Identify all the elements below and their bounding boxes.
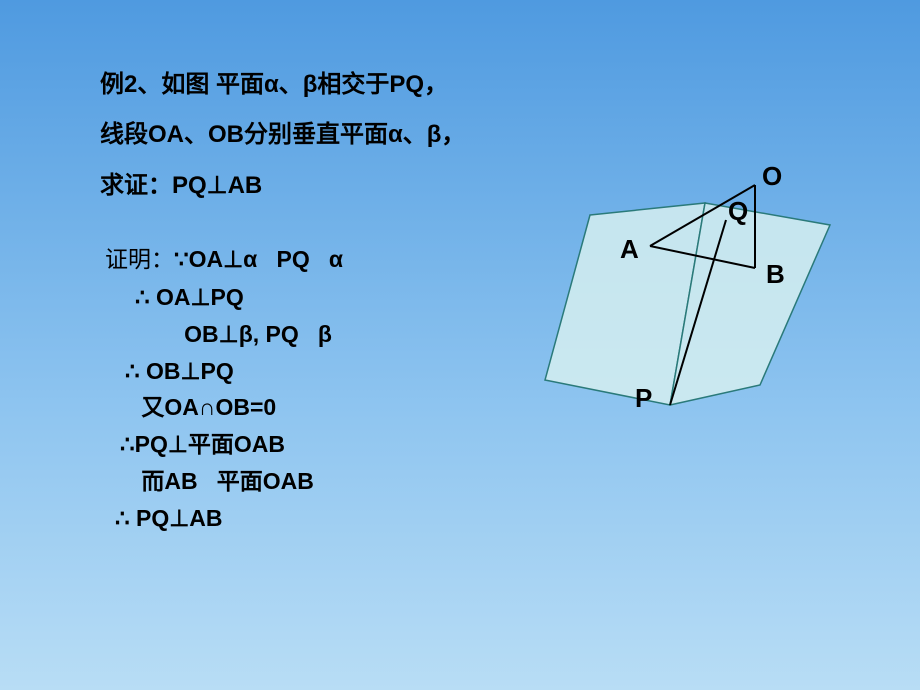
problem-line-1: 例2、如图 平面α、β相交于PQ， <box>100 60 840 110</box>
proof-line-8: ∴ PQ⊥AB <box>105 500 840 537</box>
svg-text:Q: Q <box>728 196 748 226</box>
proof-line-7: 而AB 平面OAB <box>105 463 840 500</box>
svg-text:O: O <box>762 161 782 191</box>
geometry-diagram: OQ A B P <box>540 155 860 455</box>
problem-line-2: 线段OA、OB分别垂直平面α、β， <box>100 110 840 160</box>
proof-label: 证明： <box>105 247 174 272</box>
diagram-svg: OQ A B P <box>540 155 860 455</box>
svg-text:A: A <box>620 234 639 264</box>
svg-text:B: B <box>766 259 785 289</box>
svg-text:P: P <box>635 383 652 413</box>
